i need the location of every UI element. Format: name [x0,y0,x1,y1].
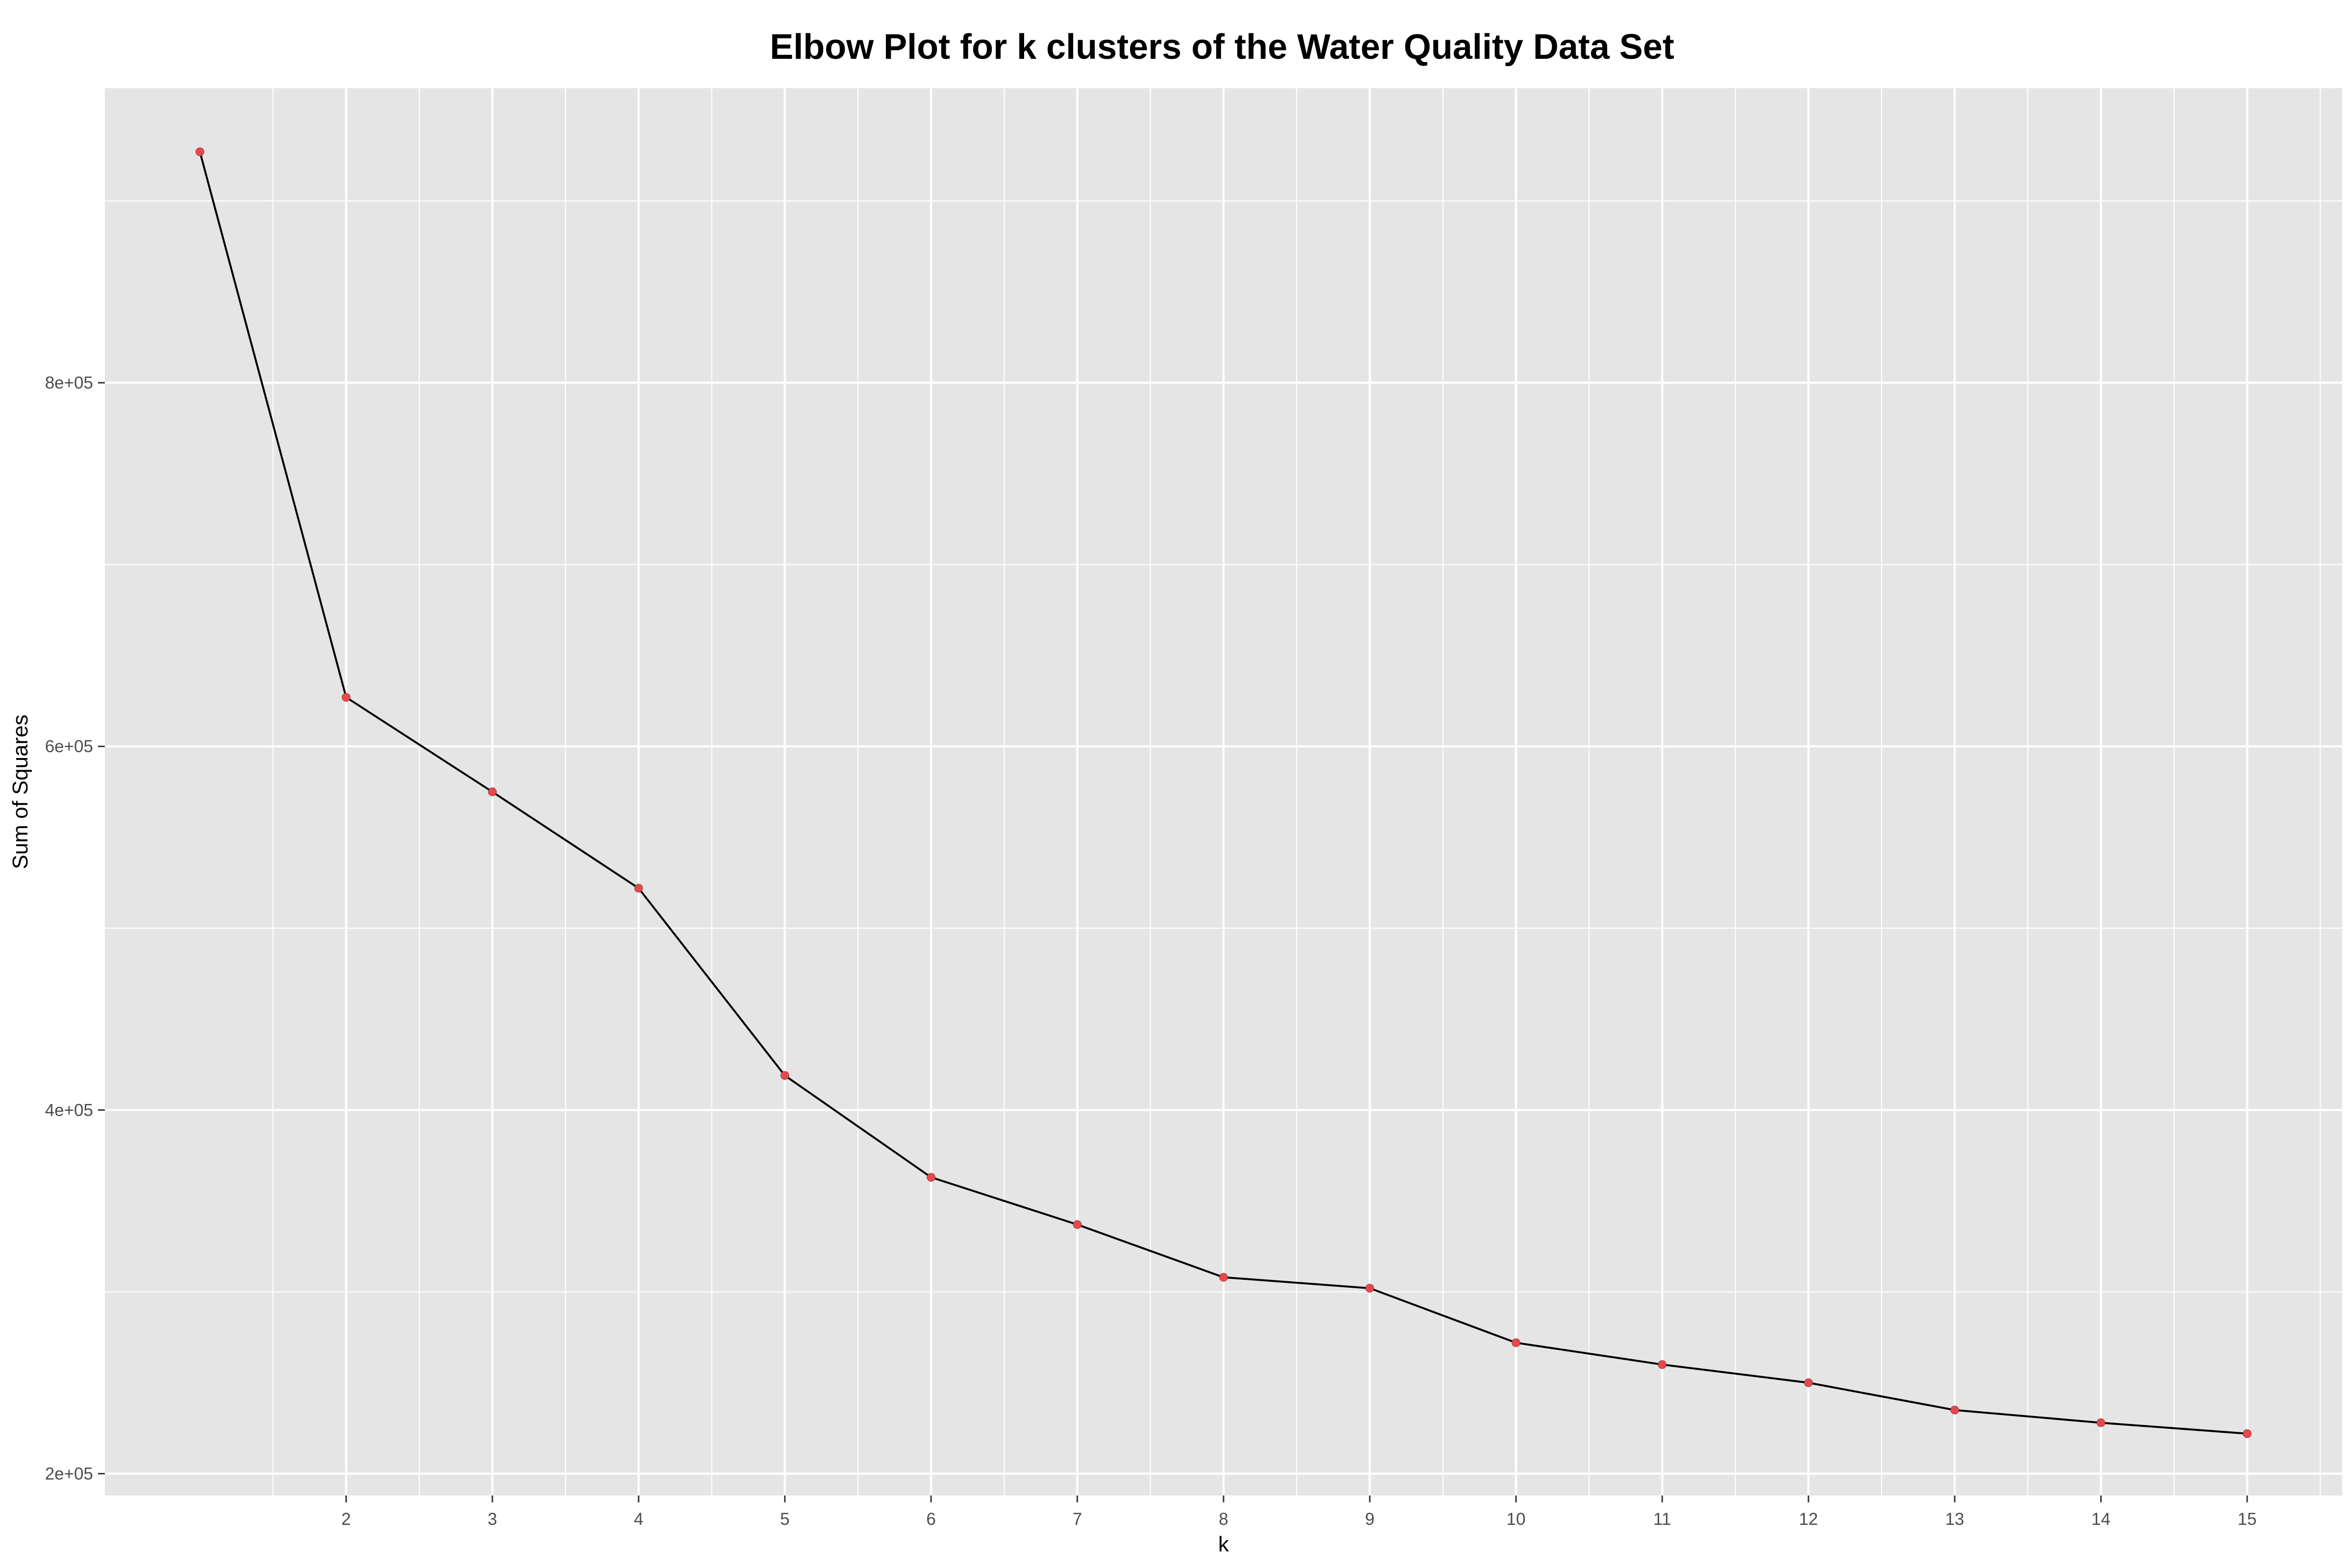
data-point [780,1071,789,1080]
data-point [634,883,643,893]
x-tick-label: 12 [1799,1510,1818,1529]
data-point [1804,1378,1813,1388]
x-axis-tick-labels: 2 3 4 5 6 7 8 9 10 11 12 13 14 15 [342,1510,2257,1529]
data-point [488,787,497,797]
x-tick-label: 6 [926,1510,935,1529]
x-tick-label: 5 [780,1510,789,1529]
y-axis-tick-labels: 2e+05 4e+05 6e+05 8e+05 [45,373,93,1483]
chart-title: Elbow Plot for k clusters of the Water Q… [770,27,1674,67]
data-points [195,147,2252,1438]
data-point [1365,1283,1374,1293]
x-tick-label: 14 [2091,1510,2110,1529]
x-tick-label: 15 [2238,1510,2257,1529]
y-tick-label: 8e+05 [45,373,93,392]
x-tick-label: 11 [1653,1510,1671,1529]
x-tick-label: 4 [634,1510,643,1529]
y-tick-label: 4e+05 [45,1101,93,1120]
data-point [1658,1360,1667,1369]
x-tick-label: 13 [1945,1510,1964,1529]
data-point [927,1173,936,1182]
y-tick-label: 2e+05 [45,1464,93,1483]
data-point [1950,1405,1960,1415]
data-point [2096,1418,2106,1427]
data-point [195,147,205,156]
data-point [342,692,351,702]
x-tick-label: 8 [1219,1510,1228,1529]
x-tick-label: 10 [1506,1510,1525,1529]
data-point [1511,1338,1520,1348]
major-gridlines [105,88,2342,1495]
y-tick-label: 6e+05 [45,737,93,756]
data-point [1073,1220,1082,1229]
x-tick-label: 7 [1073,1510,1082,1529]
data-point [2242,1429,2252,1438]
data-point [1219,1273,1228,1282]
x-tick-label: 3 [488,1510,497,1529]
x-tick-label: 9 [1365,1510,1374,1529]
x-tick-label: 2 [342,1510,351,1529]
x-axis-title: k [1218,1532,1229,1556]
y-axis-title: Sum of Squares [8,714,32,869]
axis-ticks [98,382,2248,1502]
